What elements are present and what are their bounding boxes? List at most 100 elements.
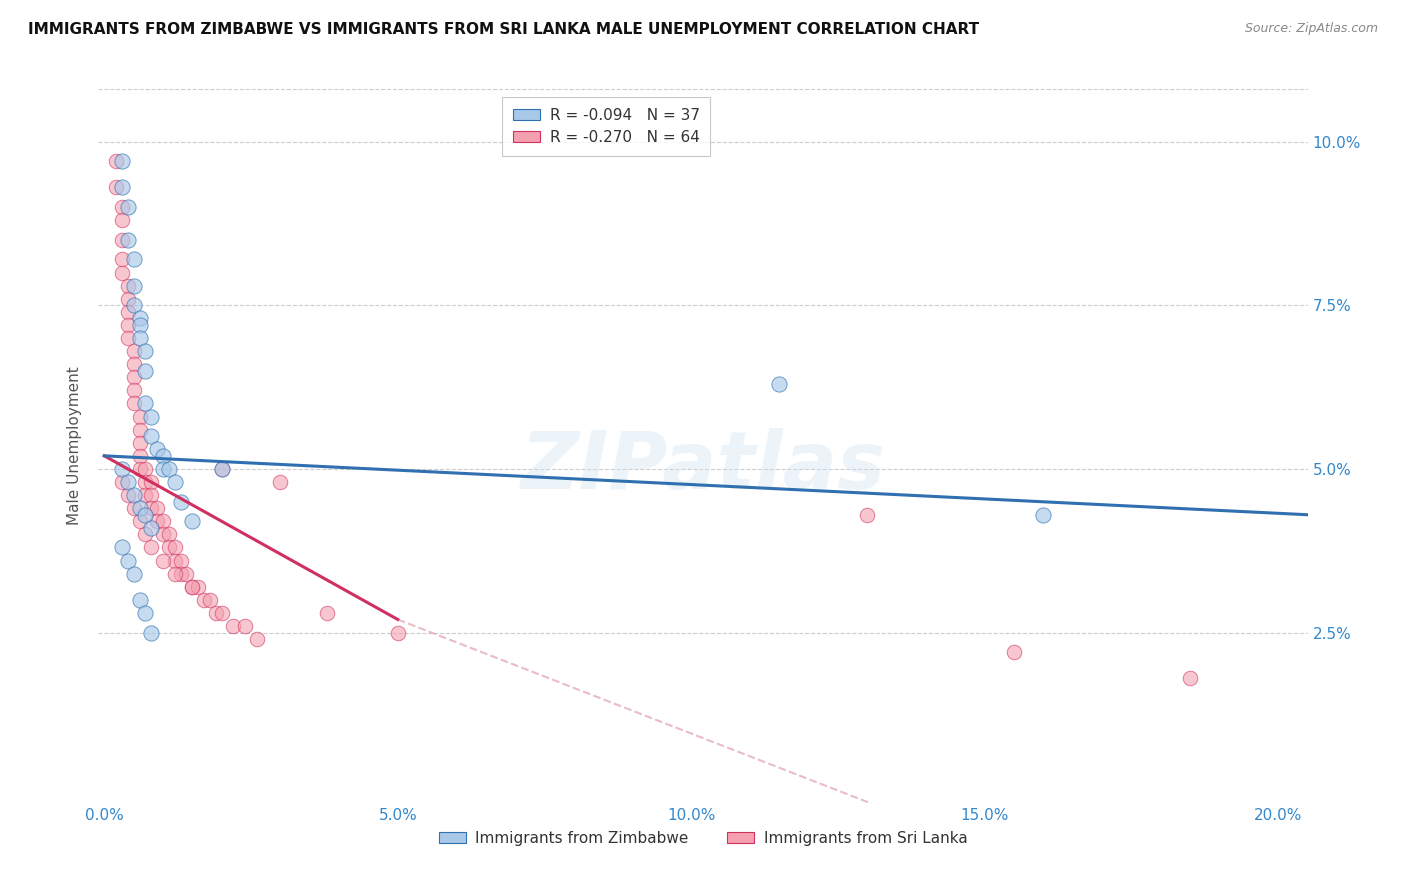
Point [128,318,150,332]
Legend: Immigrants from Zimbabwe, Immigrants from Sri Lanka: Immigrants from Zimbabwe, Immigrants fro… [433,825,973,852]
Text: IMMIGRANTS FROM ZIMBABWE VS IMMIGRANTS FROM SRI LANKA MALE UNEMPLOYMENT CORRELAT: IMMIGRANTS FROM ZIMBABWE VS IMMIGRANTS F… [28,22,979,37]
Point [198,592,221,607]
Point [163,475,186,489]
Point [181,580,204,594]
Point [117,233,139,247]
Point [163,553,186,567]
Point [181,580,204,594]
Point [111,475,134,489]
Point [128,311,150,326]
Point [176,566,198,581]
Point [111,266,134,280]
Point [134,527,156,541]
Point [181,514,204,528]
Point [146,442,169,457]
Point [222,619,245,633]
Point [204,606,226,620]
Point [246,632,269,647]
Point [134,364,156,378]
Point [117,553,139,567]
Point [146,501,169,516]
Text: ZIPatlas: ZIPatlas [520,428,886,507]
Point [163,541,186,555]
Point [128,449,150,463]
Point [856,508,879,522]
Point [122,370,145,384]
Point [152,514,174,528]
Point [117,475,139,489]
Point [111,154,134,169]
Point [122,396,145,410]
Point [117,305,139,319]
Point [117,278,139,293]
Point [128,501,150,516]
Point [1002,645,1025,659]
Point [141,475,163,489]
Point [128,592,150,607]
Point [128,331,150,345]
Point [134,462,156,476]
Point [128,423,150,437]
Point [169,494,191,508]
Point [163,566,186,581]
Point [111,541,134,555]
Point [211,606,233,620]
Point [122,278,145,293]
Point [169,566,191,581]
Point [141,501,163,516]
Point [134,488,156,502]
Point [141,488,163,502]
Point [117,318,139,332]
Point [128,409,150,424]
Point [141,409,163,424]
Point [134,475,156,489]
Point [233,619,256,633]
Point [152,527,174,541]
Point [122,488,145,502]
Point [122,344,145,359]
Point [387,625,409,640]
Point [157,541,180,555]
Point [117,200,139,214]
Point [141,625,163,640]
Point [128,435,150,450]
Point [111,200,134,214]
Point [105,154,128,169]
Point [134,396,156,410]
Text: Source: ZipAtlas.com: Source: ZipAtlas.com [1244,22,1378,36]
Point [1032,508,1054,522]
Point [316,606,339,620]
Point [1180,672,1202,686]
Point [157,462,180,476]
Point [122,566,145,581]
Point [169,553,191,567]
Point [122,501,145,516]
Point [187,580,209,594]
Point [111,213,134,227]
Point [141,521,163,535]
Point [111,233,134,247]
Point [128,514,150,528]
Point [122,384,145,398]
Point [111,180,134,194]
Point [157,527,180,541]
Point [152,449,174,463]
Point [122,252,145,267]
Point [134,606,156,620]
Point [134,344,156,359]
Point [111,462,134,476]
Point [193,592,215,607]
Point [269,475,291,489]
Point [117,292,139,306]
Point [111,252,134,267]
Point [105,180,128,194]
Point [141,541,163,555]
Point [134,508,156,522]
Point [211,462,233,476]
Point [117,488,139,502]
Point [117,331,139,345]
Point [122,298,145,312]
Point [152,462,174,476]
Point [211,462,233,476]
Point [122,357,145,371]
